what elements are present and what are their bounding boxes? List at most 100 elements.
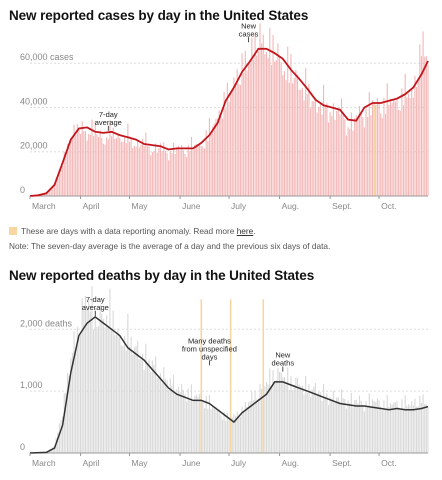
daily-bar [288, 389, 290, 453]
daily-bar [342, 115, 344, 196]
daily-bar [66, 372, 69, 453]
daily-bar [412, 405, 414, 453]
daily-bar [287, 46, 289, 197]
daily-bar [329, 397, 331, 453]
daily-bar [117, 328, 119, 453]
daily-bar [192, 401, 194, 453]
daily-bar [161, 151, 163, 196]
daily-bar [159, 373, 162, 453]
daily-bar [156, 378, 158, 453]
x-tick-label: Aug. [282, 458, 300, 468]
daily-bar [238, 83, 240, 196]
daily-bar [265, 52, 268, 197]
daily-bar [159, 143, 162, 196]
daily-bar [411, 89, 413, 196]
daily-bar [102, 143, 104, 196]
daily-bar [329, 112, 331, 196]
daily-bar [368, 393, 370, 453]
daily-bar [231, 90, 233, 196]
daily-bar [305, 375, 307, 453]
daily-bar [65, 154, 67, 196]
daily-bar [225, 108, 227, 196]
daily-bar [190, 384, 193, 453]
daily-bar [220, 415, 222, 453]
daily-bar [238, 416, 240, 453]
daily-bar [226, 82, 228, 196]
daily-bar [334, 402, 336, 453]
daily-bar [133, 347, 135, 453]
daily-bar [391, 404, 393, 453]
daily-bar [169, 378, 171, 453]
daily-bar [80, 333, 82, 453]
read-more-link[interactable]: here [236, 226, 254, 236]
daily-bar [354, 118, 356, 196]
daily-bar [104, 144, 106, 196]
average-note: Note: The seven-day average is the avera… [9, 241, 331, 251]
daily-bar [388, 104, 390, 196]
daily-bar [409, 405, 411, 453]
daily-bar [355, 115, 357, 196]
daily-bar [176, 147, 178, 196]
daily-bar [360, 400, 362, 453]
daily-bar [155, 356, 157, 453]
daily-bar [174, 153, 176, 196]
daily-bar [265, 382, 268, 453]
daily-bar [305, 67, 307, 196]
daily-bar [228, 101, 230, 196]
daily-bar [127, 313, 129, 453]
daily-bar [358, 106, 361, 196]
daily-bar [375, 104, 377, 196]
daily-bar [386, 394, 388, 453]
daily-bar [272, 370, 274, 453]
daily-bar [76, 124, 78, 196]
daily-bar [171, 386, 173, 453]
daily-bar [106, 137, 108, 196]
annotation-text: cases [239, 29, 259, 38]
daily-bar [97, 136, 100, 196]
daily-bar [114, 138, 116, 196]
daily-bar [124, 136, 126, 196]
daily-bar [120, 141, 122, 196]
daily-bar [130, 336, 132, 453]
daily-bar [146, 363, 148, 453]
daily-bar [184, 153, 186, 196]
daily-bar [158, 375, 160, 453]
y-tick-label: 60,000 cases [20, 52, 74, 62]
daily-bar [189, 398, 191, 453]
daily-bar [331, 116, 333, 196]
daily-bar [128, 346, 131, 453]
daily-bar [283, 71, 286, 196]
daily-bar [220, 116, 222, 196]
daily-bar [381, 118, 383, 196]
daily-bar [272, 34, 274, 196]
x-tick-label: Oct. [381, 201, 397, 211]
daily-bar [424, 403, 426, 453]
daily-bar [88, 300, 90, 453]
daily-bar [311, 101, 313, 196]
daily-bar [81, 298, 83, 453]
daily-bar [404, 394, 406, 453]
daily-bar [326, 103, 328, 196]
daily-bar [138, 147, 140, 196]
daily-bar [419, 395, 421, 453]
daily-bar [264, 53, 266, 196]
daily-bar [140, 359, 142, 453]
daily-bar [63, 151, 65, 196]
daily-bar [107, 139, 109, 196]
daily-bar [296, 377, 299, 453]
daily-bar [280, 372, 282, 453]
daily-bar [254, 390, 256, 453]
daily-bar [156, 152, 158, 196]
daily-bar [236, 411, 238, 453]
daily-bar [323, 84, 325, 196]
x-tick-label: Sept. [332, 458, 352, 468]
daily-bar [212, 406, 214, 453]
daily-bar [62, 416, 64, 453]
daily-bar [194, 395, 196, 453]
daily-bar [422, 31, 424, 197]
daily-bar [241, 53, 243, 196]
bars [31, 286, 429, 453]
